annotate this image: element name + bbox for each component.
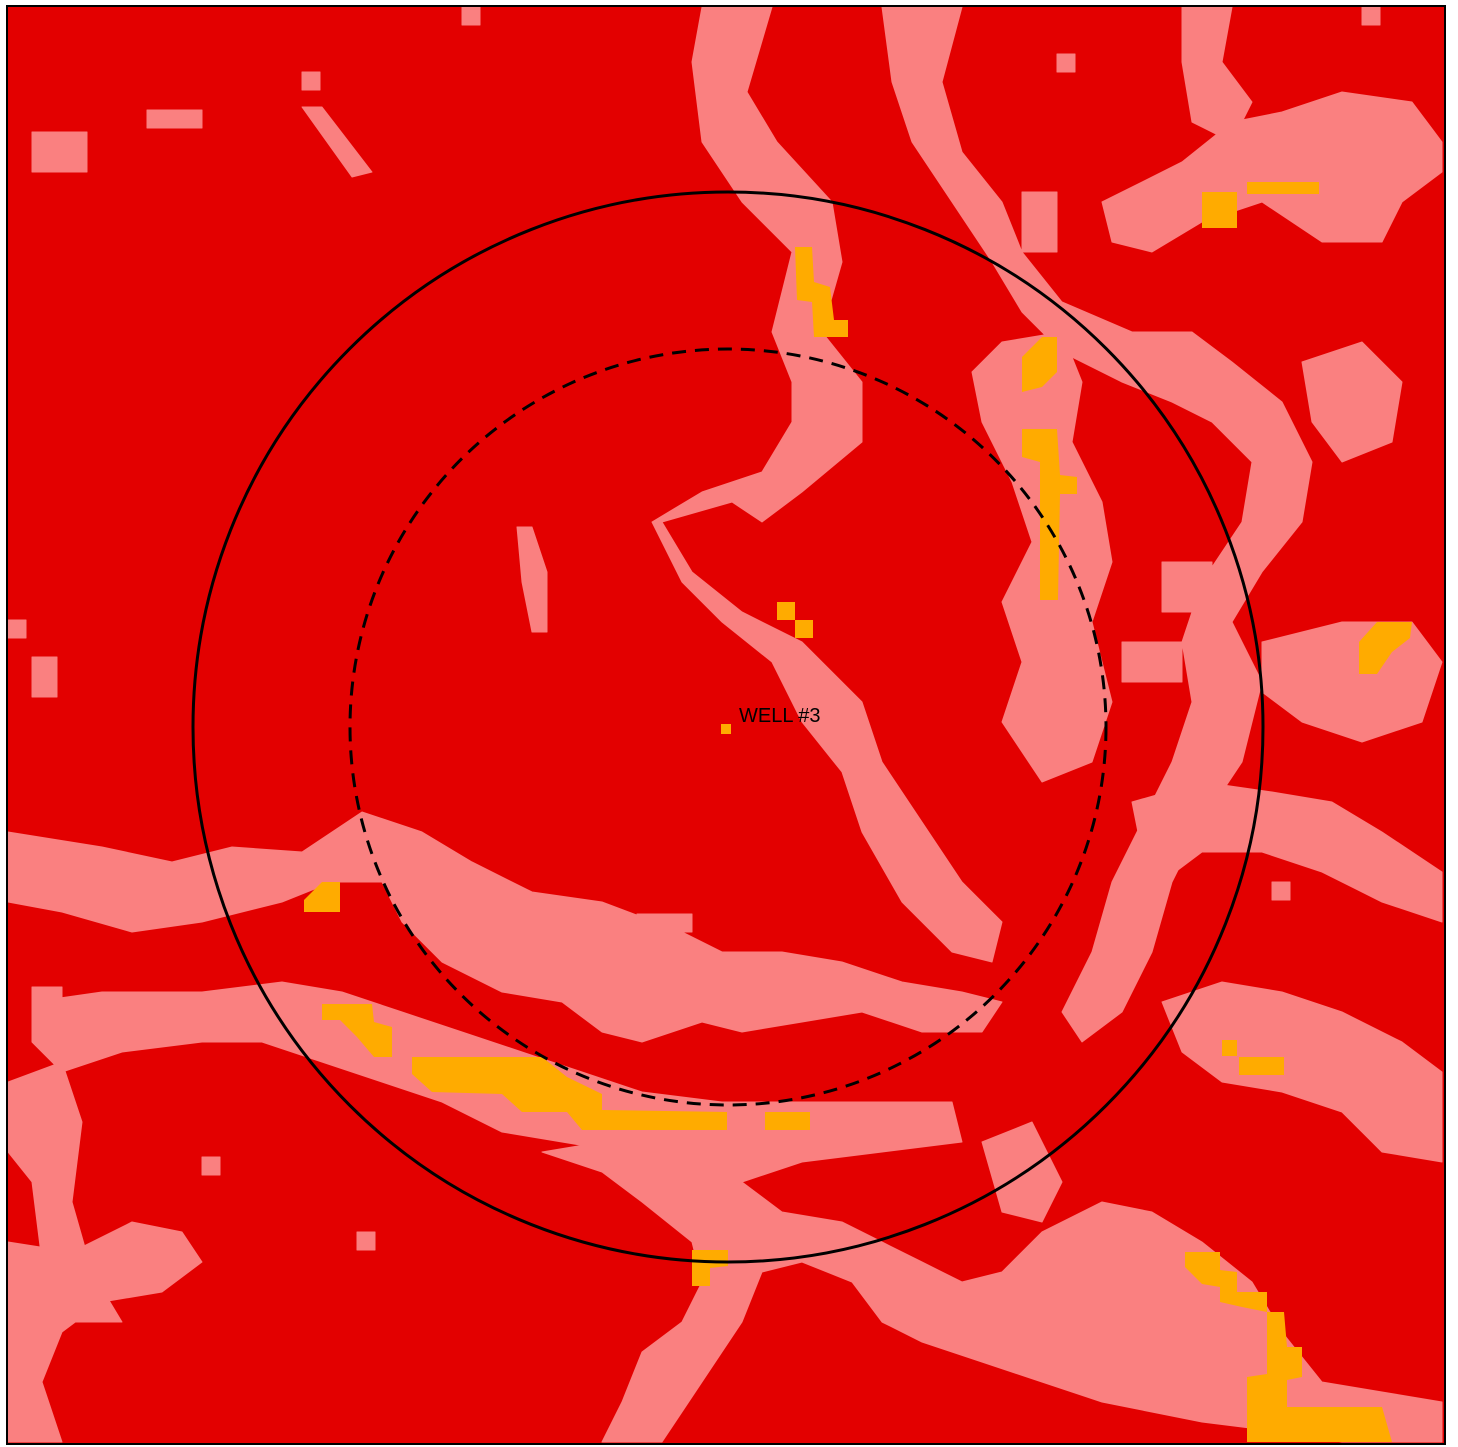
patch-ne-1 (1056, 53, 1076, 73)
corridor-southeast-band (1161, 981, 1443, 1163)
well-marker[interactable] (721, 724, 731, 734)
patch-nw-2 (31, 131, 88, 173)
corridor-east-lower (1131, 781, 1443, 923)
patch-center-streak (516, 526, 548, 633)
hotspot-channel-1 (777, 602, 795, 620)
corridor-east-ridge (1181, 7, 1253, 143)
hotspot-east-arm (1359, 622, 1412, 674)
well-label: WELL #3 (739, 705, 821, 727)
patch-s-2 (356, 1231, 376, 1251)
hotspot-se-2 (1239, 1057, 1284, 1075)
hotspot-layer (304, 182, 1412, 1442)
patch-sw-1 (31, 986, 63, 1018)
patch-nw-3 (301, 71, 321, 91)
corridor-south-offshoot (981, 1121, 1063, 1223)
patch-w-1 (8, 619, 27, 639)
corridor-east-arm (1261, 621, 1443, 743)
hotspot-se-channel (1185, 1252, 1392, 1442)
patch-se-3 (461, 7, 481, 26)
corridor-west-swirl (8, 1061, 123, 1323)
patch-e-3 (1271, 881, 1291, 901)
raster-map[interactable]: WELL #3 (6, 5, 1446, 1445)
hotspot-dashed-ring-east-2 (1022, 429, 1077, 600)
corridor-north-channel (651, 7, 1003, 963)
hotspot-north-channel (795, 247, 848, 337)
hotspot-ne-2 (1247, 182, 1319, 194)
hotspot-se-1 (1222, 1040, 1237, 1056)
corridor-east-upper (1101, 91, 1443, 253)
patch-s-1 (201, 1156, 221, 1176)
outer-buffer-ring (191, 190, 1265, 1264)
hotspot-southern-lower-band (412, 1057, 727, 1130)
patch-center-1 (636, 913, 693, 933)
patch-se-2 (1361, 7, 1381, 26)
corridor-layer (8, 7, 1443, 1443)
patch-se-1 (1181, 1301, 1203, 1403)
patch-e-1 (1161, 561, 1213, 613)
hotspot-ne-1 (1202, 192, 1237, 228)
inner-buffer-ring (348, 347, 1108, 1107)
patch-w-2 (31, 656, 58, 698)
hotspot-southern-band-center (322, 1004, 392, 1057)
patch-ne-2 (1021, 191, 1058, 253)
hotspot-south-1 (765, 1112, 810, 1130)
patch-e-2 (1121, 641, 1183, 683)
patch-nw-streak (301, 106, 373, 178)
hotspot-channel-2 (795, 620, 813, 638)
corridor-east-middle (1301, 341, 1403, 463)
hotspot-outer-ring-south (692, 1250, 728, 1286)
patch-nw-1 (146, 109, 203, 129)
hotspot-dashed-ring-east-1 (1022, 337, 1057, 392)
corridor-west-bottom (8, 1221, 203, 1443)
hotspot-southern-band-west (304, 882, 340, 912)
